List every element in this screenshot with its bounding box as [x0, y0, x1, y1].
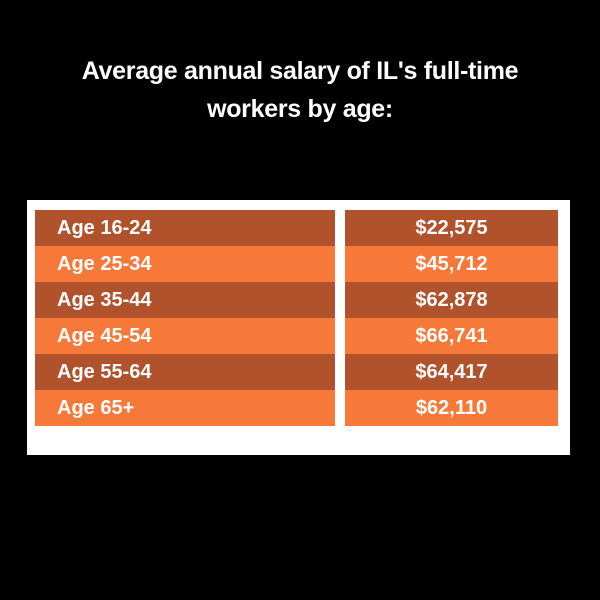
salary-column: $22,575 $45,712 $62,878 $66,741 $64,417 $62,1…	[345, 210, 558, 426]
table: Age 16-24 Age 25-34 Age 35-44 Age 45-54 Age …	[27, 200, 570, 455]
age-cell: Age 35-44	[35, 282, 335, 318]
salary-cell: $62,110	[345, 390, 558, 426]
salary-cell: $62,878	[345, 282, 558, 318]
title-line: Average annual salary of IL's full-time	[81, 57, 519, 85]
salary-cell: $22,575	[345, 210, 558, 246]
age-cell: Age 25-34	[35, 246, 335, 282]
salary-cell: $64,417	[345, 354, 558, 390]
age-column: Age 16-24 Age 25-34 Age 35-44 Age 45-54 Age …	[35, 210, 335, 426]
salary-cell: $45,712	[345, 246, 558, 282]
age-cell: Age 55-64	[35, 354, 335, 390]
age-cell: Age 65+	[35, 390, 335, 426]
salary-cell: $66,741	[345, 318, 558, 354]
age-cell: Age 16-24	[35, 210, 335, 246]
title: Average annual salary of IL's full-time w…	[0, 52, 600, 128]
title-line: workers by age:	[207, 95, 393, 123]
age-cell: Age 45-54	[35, 318, 335, 354]
